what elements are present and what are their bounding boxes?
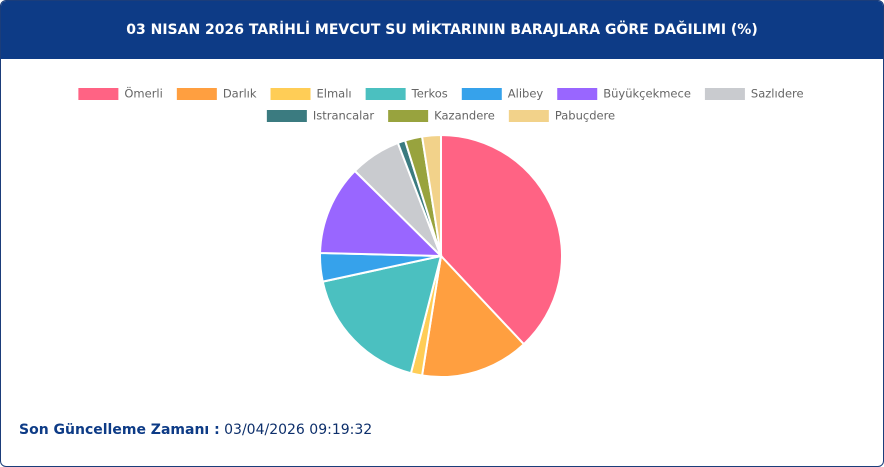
chart: Ömerli Darlık Elmalı Terkos Alibey Büyükçekme… (78, 85, 804, 378)
legend-swatch (508, 110, 549, 122)
legend-swatch (704, 88, 745, 100)
pie-slice (420, 253, 526, 378)
legend-swatch (270, 88, 311, 100)
legend-label: Kazandere (434, 109, 495, 123)
pie-slice (319, 169, 444, 258)
legend-label: Terkos (411, 87, 448, 101)
legend-swatch (388, 110, 429, 122)
legend-label: Istrancalar (313, 109, 375, 123)
legend-label: Elmalı (317, 87, 352, 101)
chart-title: 03 NISAN 2026 TARİHLİ MEVCUT SU MİKTARIN… (1, 1, 883, 59)
legend-swatch (461, 88, 502, 100)
legend-swatch (176, 88, 217, 100)
legend-swatch (557, 88, 598, 100)
legend-label: Büyükçekmece (603, 87, 691, 101)
pie-slice (440, 133, 563, 346)
pie-slice (321, 254, 443, 375)
legend-label: Alibey (508, 87, 544, 101)
footer: Son Güncelleme Zamanı : 03/04/2026 09:19… (19, 422, 372, 438)
footer-value: 03/04/2026 09:19:32 (224, 422, 373, 438)
pie-slice (420, 133, 442, 257)
legend-label: Pabuçdere (555, 109, 615, 123)
legend-label: Ömerli (124, 85, 162, 101)
footer-label: Son Güncelleme Zamanı : (19, 422, 220, 438)
legend-swatch (78, 88, 119, 100)
legend-swatch (266, 110, 307, 122)
legend-swatch (365, 88, 406, 100)
legend-label: Sazlıdere (751, 87, 804, 101)
legend-label: Darlık (223, 87, 257, 101)
